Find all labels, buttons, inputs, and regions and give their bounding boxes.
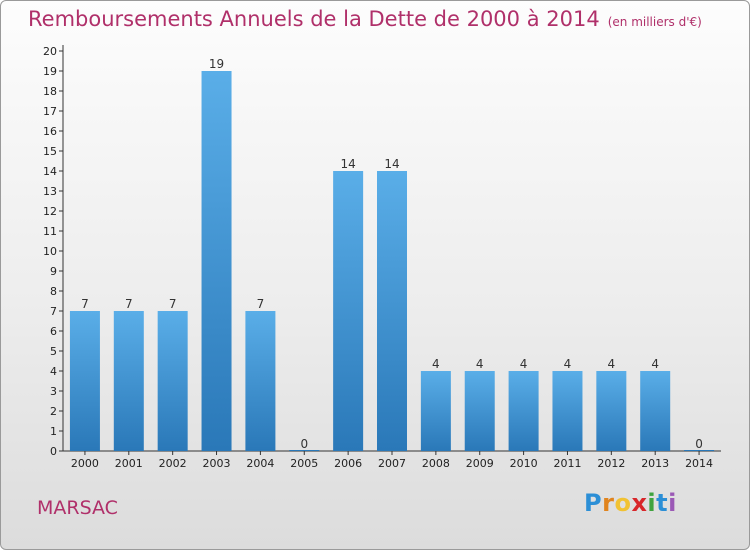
proxiti-logo: Proxiti bbox=[584, 489, 677, 517]
data-label: 4 bbox=[476, 357, 484, 371]
x-tick-label: 2009 bbox=[466, 457, 494, 470]
data-label: 4 bbox=[432, 357, 440, 371]
x-tick-label: 2006 bbox=[334, 457, 362, 470]
x-tick-label: 2010 bbox=[510, 457, 538, 470]
x-tick-label: 2002 bbox=[159, 457, 187, 470]
y-tick-label: 13 bbox=[43, 185, 57, 198]
bar bbox=[245, 311, 276, 451]
data-label: 0 bbox=[695, 437, 703, 451]
y-tick-label: 18 bbox=[43, 85, 57, 98]
x-tick-label: 2008 bbox=[422, 457, 450, 470]
data-label: 4 bbox=[608, 357, 616, 371]
data-label: 0 bbox=[300, 437, 308, 451]
data-label: 7 bbox=[257, 297, 265, 311]
bar bbox=[596, 371, 627, 451]
bar bbox=[377, 171, 407, 451]
y-tick-label: 5 bbox=[50, 345, 57, 358]
data-label: 4 bbox=[651, 357, 659, 371]
y-tick-label: 8 bbox=[50, 285, 57, 298]
y-tick-label: 9 bbox=[50, 265, 57, 278]
y-tick-label: 12 bbox=[43, 205, 57, 218]
y-tick-label: 11 bbox=[43, 225, 57, 238]
y-tick-label: 14 bbox=[43, 165, 57, 178]
x-tick-label: 2011 bbox=[553, 457, 581, 470]
x-tick-label: 2012 bbox=[597, 457, 625, 470]
chart-subtitle: (en milliers d'€) bbox=[607, 15, 702, 29]
bar bbox=[201, 71, 232, 451]
y-tick-label: 20 bbox=[43, 45, 57, 58]
logo-letter: x bbox=[631, 489, 648, 517]
data-label: 14 bbox=[340, 157, 355, 171]
x-tick-label: 2004 bbox=[246, 457, 274, 470]
y-tick-label: 2 bbox=[50, 405, 57, 418]
bar bbox=[69, 311, 100, 451]
logo-letter: o bbox=[614, 489, 632, 517]
data-label: 7 bbox=[169, 297, 177, 311]
logo-letter: P bbox=[584, 489, 603, 517]
logo-letter: t bbox=[656, 489, 669, 517]
data-label: 4 bbox=[520, 357, 528, 371]
x-tick-label: 2013 bbox=[641, 457, 669, 470]
bar bbox=[552, 371, 583, 451]
logo-letter: i bbox=[647, 489, 657, 517]
bar bbox=[640, 371, 671, 451]
data-label: 7 bbox=[125, 297, 133, 311]
y-tick-label: 1 bbox=[50, 425, 57, 438]
title-text: Remboursements Annuels de la Dette de 20… bbox=[28, 7, 600, 31]
x-tick-label: 2003 bbox=[203, 457, 231, 470]
data-label: 4 bbox=[564, 357, 572, 371]
y-tick-label: 7 bbox=[50, 305, 57, 318]
logo-letter: i bbox=[668, 489, 677, 517]
x-tick-label: 2014 bbox=[685, 457, 713, 470]
y-tick-label: 17 bbox=[43, 105, 57, 118]
chart-title: Remboursements Annuels de la Dette de 20… bbox=[28, 7, 702, 31]
commune-name: MARSAC bbox=[37, 497, 118, 519]
bar bbox=[333, 171, 364, 451]
y-tick-label: 3 bbox=[50, 385, 57, 398]
y-tick-label: 19 bbox=[43, 65, 57, 78]
y-tick-label: 10 bbox=[43, 245, 57, 258]
y-tick-label: 6 bbox=[50, 325, 57, 338]
logo-letter: r bbox=[602, 489, 615, 517]
y-tick-label: 15 bbox=[43, 145, 57, 158]
y-tick-label: 16 bbox=[43, 125, 57, 138]
data-label: 14 bbox=[384, 157, 399, 171]
bar bbox=[464, 371, 495, 451]
data-label: 7 bbox=[81, 297, 89, 311]
data-label: 19 bbox=[209, 57, 224, 71]
x-tick-label: 2000 bbox=[71, 457, 99, 470]
x-tick-label: 2005 bbox=[290, 457, 318, 470]
bar bbox=[420, 371, 451, 451]
y-tick-label: 4 bbox=[50, 365, 57, 378]
bar bbox=[157, 311, 188, 451]
bar bbox=[289, 450, 320, 451]
x-tick-label: 2007 bbox=[378, 457, 406, 470]
bar bbox=[508, 371, 539, 451]
y-tick-label: 0 bbox=[50, 445, 57, 458]
bar bbox=[684, 450, 715, 451]
bar bbox=[113, 311, 144, 451]
x-tick-label: 2001 bbox=[115, 457, 143, 470]
